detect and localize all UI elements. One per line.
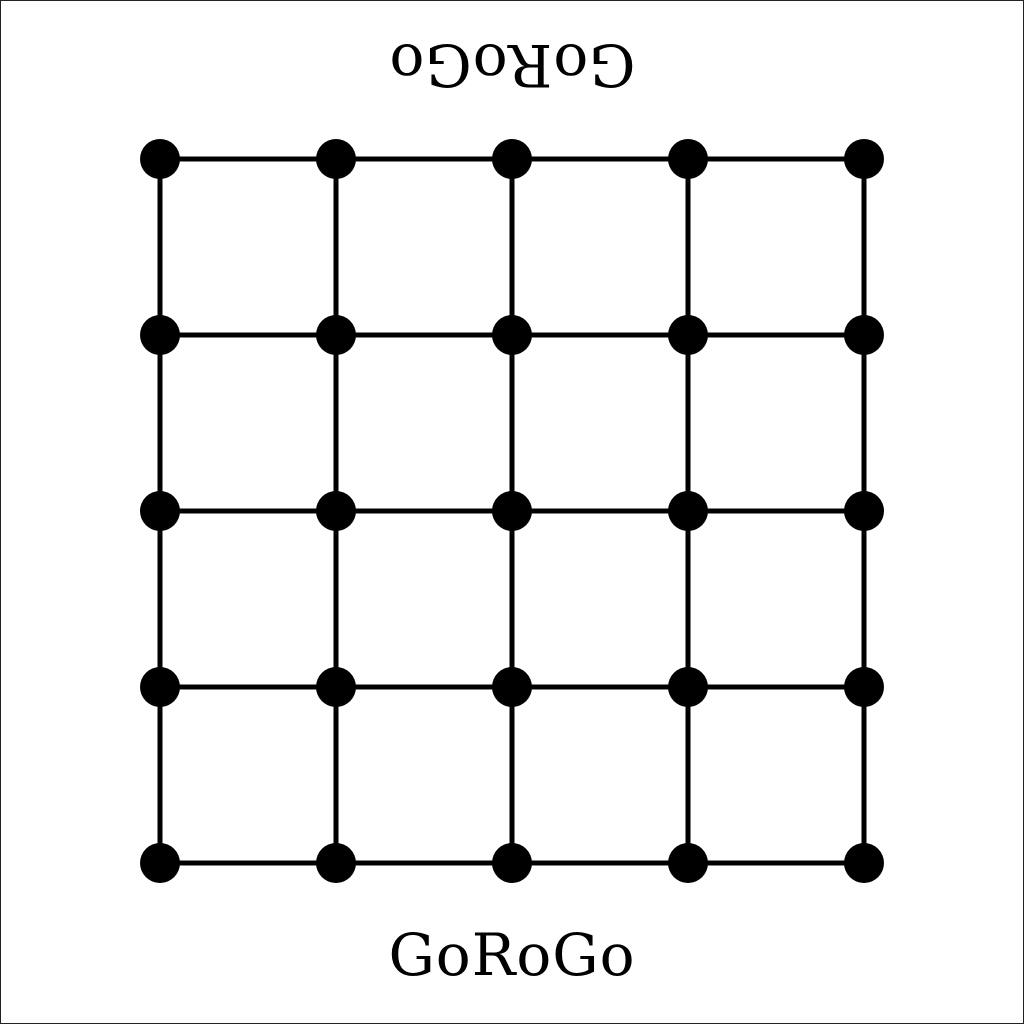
board-point-r3-c4[interactable] bbox=[668, 491, 708, 531]
board-point-r4-c2[interactable] bbox=[316, 667, 356, 707]
board-point-r5-c2[interactable] bbox=[316, 843, 356, 883]
board-point-r3-c1[interactable] bbox=[140, 491, 180, 531]
board-point-r4-c3[interactable] bbox=[492, 667, 532, 707]
board-point-r5-c5[interactable] bbox=[844, 843, 884, 883]
board-point-r5-c1[interactable] bbox=[140, 843, 180, 883]
board-point-r4-c1[interactable] bbox=[140, 667, 180, 707]
board-point-r1-c2[interactable] bbox=[316, 139, 356, 179]
board-point-r4-c4[interactable] bbox=[668, 667, 708, 707]
board-point-r3-c3[interactable] bbox=[492, 491, 532, 531]
board-point-r2-c2[interactable] bbox=[316, 315, 356, 355]
board-point-r1-c3[interactable] bbox=[492, 139, 532, 179]
board-point-r4-c5[interactable] bbox=[844, 667, 884, 707]
board-point-r1-c4[interactable] bbox=[668, 139, 708, 179]
board-point-r2-c3[interactable] bbox=[492, 315, 532, 355]
board-point-r5-c3[interactable] bbox=[492, 843, 532, 883]
board-point-r3-c5[interactable] bbox=[844, 491, 884, 531]
board-point-r5-c4[interactable] bbox=[668, 843, 708, 883]
board-point-r2-c1[interactable] bbox=[140, 315, 180, 355]
board-point-r1-c5[interactable] bbox=[844, 139, 884, 179]
board-point-r2-c4[interactable] bbox=[668, 315, 708, 355]
board-point-r1-c1[interactable] bbox=[140, 139, 180, 179]
board-title: GoRoGo bbox=[388, 921, 636, 989]
board-point-r2-c5[interactable] bbox=[844, 315, 884, 355]
board-point-r3-c2[interactable] bbox=[316, 491, 356, 531]
